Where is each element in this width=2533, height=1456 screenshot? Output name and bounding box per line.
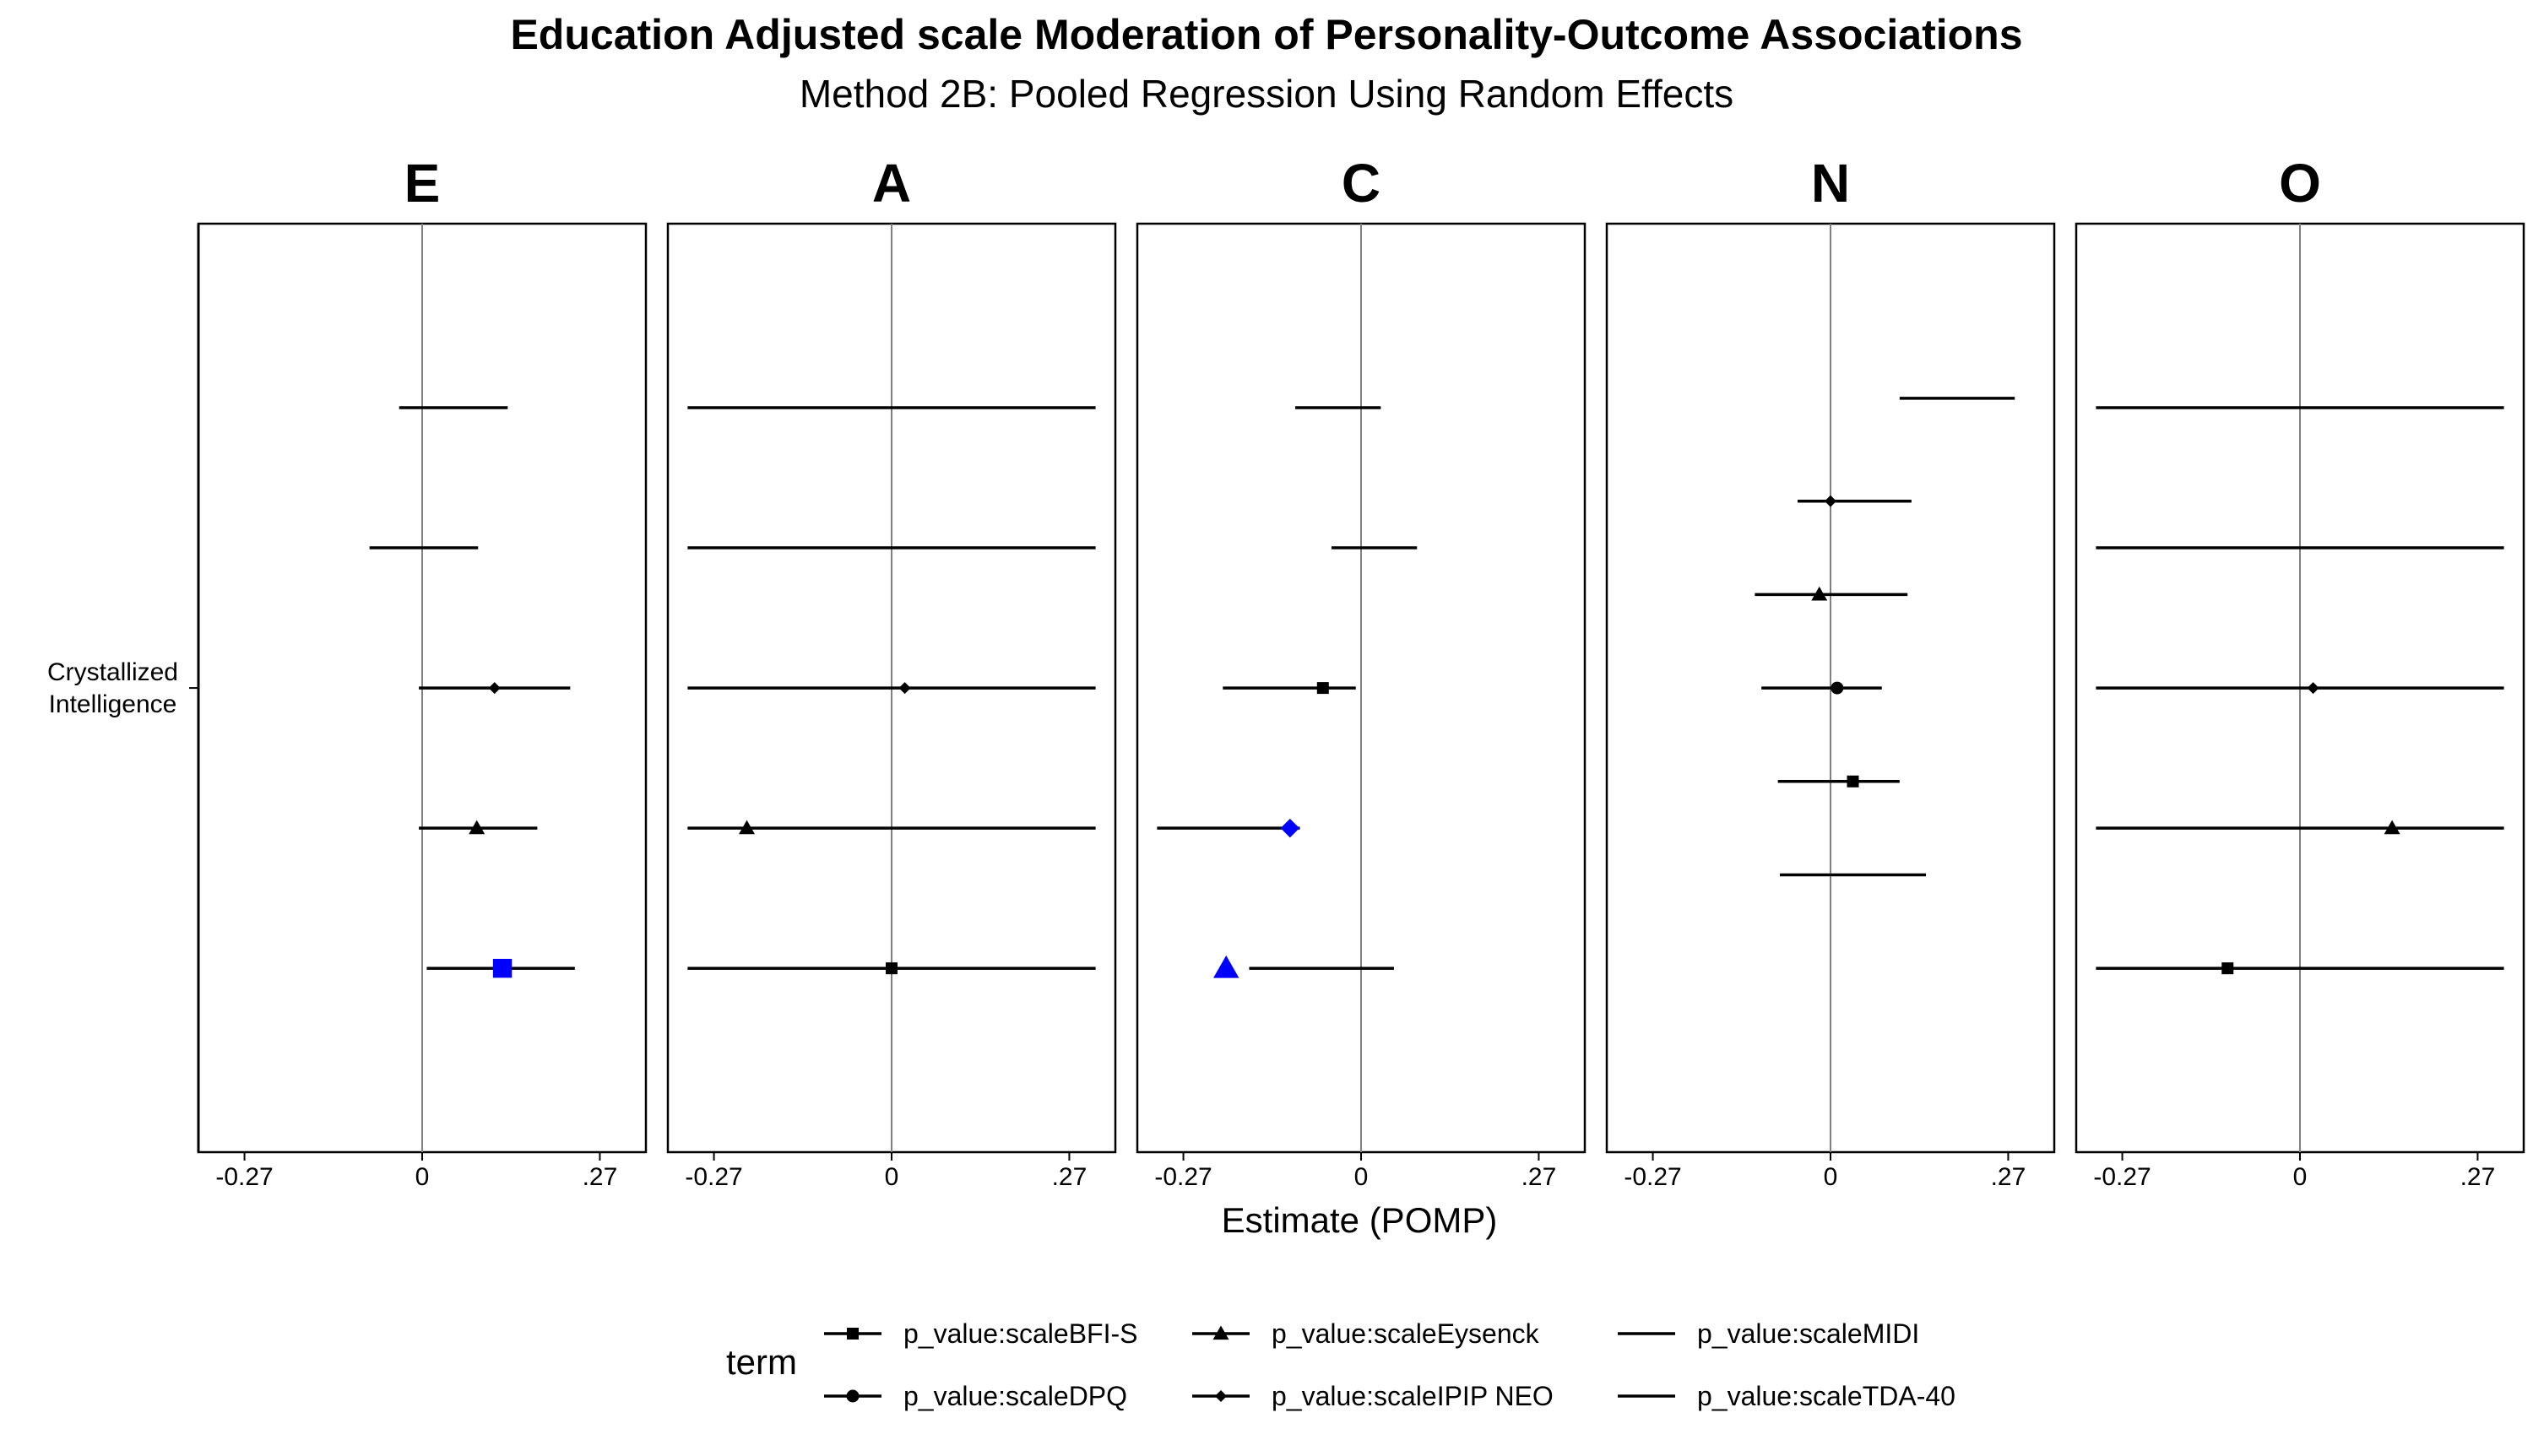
x-tick-label: .27: [1990, 1163, 2026, 1191]
x-tick-label: -0.27: [215, 1163, 274, 1191]
y-category-label: Crystallized Intelligence: [46, 658, 178, 718]
x-tick-label: .27: [2460, 1163, 2496, 1191]
estimate-point-square: [1847, 775, 1859, 788]
x-tick-label: -0.27: [1624, 1163, 1682, 1191]
x-tick-label: 0: [2292, 1163, 2308, 1191]
estimate-point-triangle: [469, 820, 485, 835]
legend-label-midi: p_value:scaleMIDI: [1697, 1318, 1920, 1349]
legend-title: term: [726, 1342, 797, 1382]
estimate-point-square: [492, 959, 513, 978]
x-tick-label: 0: [884, 1163, 899, 1191]
estimate-point-diamond: [898, 682, 911, 695]
legend-key-diamond: [1215, 1390, 1227, 1402]
x-tick-label: 0: [1823, 1163, 1838, 1191]
facet-label-o: O: [2279, 153, 2321, 214]
chart-subtitle: Method 2B: Pooled Regression Using Rando…: [799, 72, 1734, 116]
estimate-point-triangle: [1811, 586, 1828, 601]
estimate-point-triangle: [1213, 955, 1239, 978]
x-tick-label: .27: [582, 1163, 618, 1191]
legend-label-dpq: p_value:scaleDPQ: [903, 1381, 1128, 1411]
estimate-point-square: [886, 962, 898, 975]
x-tick-label: .27: [1051, 1163, 1088, 1191]
legend-key-triangle: [1212, 1325, 1229, 1340]
x-tick-label: 0: [1353, 1163, 1369, 1191]
x-axis-label: Estimate (POMP): [1221, 1200, 1498, 1240]
estimate-point-diamond: [488, 682, 501, 695]
legend-label-eysenck: p_value:scaleEysenck: [1272, 1318, 1539, 1349]
estimate-point-square: [2221, 962, 2234, 975]
x-tick-label: .27: [1521, 1163, 1557, 1191]
facet-label-c: C: [1341, 153, 1381, 214]
x-tick-label: -0.27: [1154, 1163, 1212, 1191]
estimate-point-circle: [1831, 681, 1844, 695]
facet-label-a: A: [871, 153, 912, 214]
estimate-point-diamond: [1280, 818, 1300, 838]
estimate-point-triangle: [739, 820, 756, 835]
legend-key-circle: [846, 1389, 860, 1403]
facet-label-n: N: [1810, 153, 1851, 214]
estimate-point-diamond: [2307, 682, 2319, 695]
estimate-point-triangle: [2384, 820, 2400, 835]
estimate-point-diamond: [1825, 495, 1836, 507]
x-tick-label: -0.27: [2093, 1163, 2151, 1191]
x-tick-label: 0: [415, 1163, 430, 1191]
legend-label-tda-40: p_value:scaleTDA-40: [1697, 1381, 1955, 1411]
legend-label-bfi-s: p_value:scaleBFI-S: [903, 1318, 1138, 1349]
chart-title: Education Adjusted scale Moderation of P…: [510, 11, 2023, 58]
legend-key-square: [847, 1328, 859, 1340]
x-tick-label: -0.27: [685, 1163, 743, 1191]
estimate-point-square: [1316, 682, 1329, 695]
facet-label-e: E: [404, 153, 441, 214]
legend-label-ipip-neo: p_value:scaleIPIP NEO: [1272, 1381, 1554, 1411]
